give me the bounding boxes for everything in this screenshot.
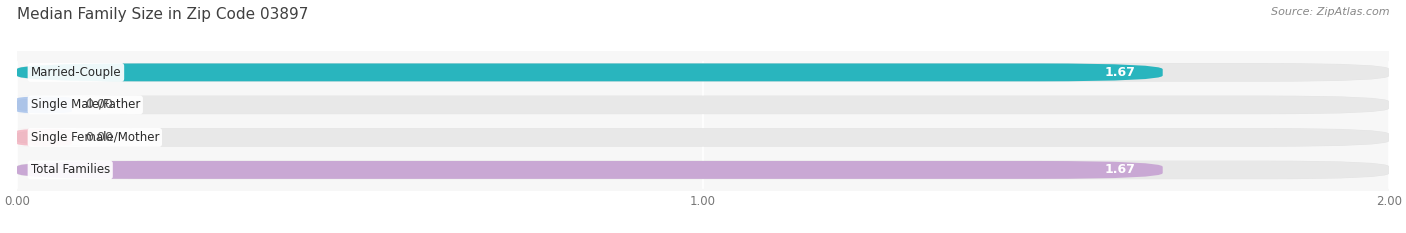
Text: 1.67: 1.67 <box>1104 66 1135 79</box>
FancyBboxPatch shape <box>17 128 72 146</box>
Text: Median Family Size in Zip Code 03897: Median Family Size in Zip Code 03897 <box>17 7 308 22</box>
Text: 0.00: 0.00 <box>86 131 114 144</box>
Text: Total Families: Total Families <box>31 163 110 176</box>
FancyBboxPatch shape <box>17 63 1163 81</box>
FancyBboxPatch shape <box>17 96 72 114</box>
FancyBboxPatch shape <box>17 96 1389 114</box>
FancyBboxPatch shape <box>17 161 1389 179</box>
FancyBboxPatch shape <box>17 161 1163 179</box>
FancyBboxPatch shape <box>17 63 1389 82</box>
Text: Married-Couple: Married-Couple <box>31 66 121 79</box>
Text: 1.67: 1.67 <box>1104 163 1135 176</box>
FancyBboxPatch shape <box>17 96 1389 114</box>
FancyBboxPatch shape <box>17 128 1389 147</box>
FancyBboxPatch shape <box>17 63 1389 81</box>
Text: Single Female/Mother: Single Female/Mother <box>31 131 159 144</box>
Text: Single Male/Father: Single Male/Father <box>31 98 141 111</box>
FancyBboxPatch shape <box>17 128 1389 146</box>
Text: 0.00: 0.00 <box>86 98 114 111</box>
Text: Source: ZipAtlas.com: Source: ZipAtlas.com <box>1271 7 1389 17</box>
FancyBboxPatch shape <box>17 161 1389 179</box>
